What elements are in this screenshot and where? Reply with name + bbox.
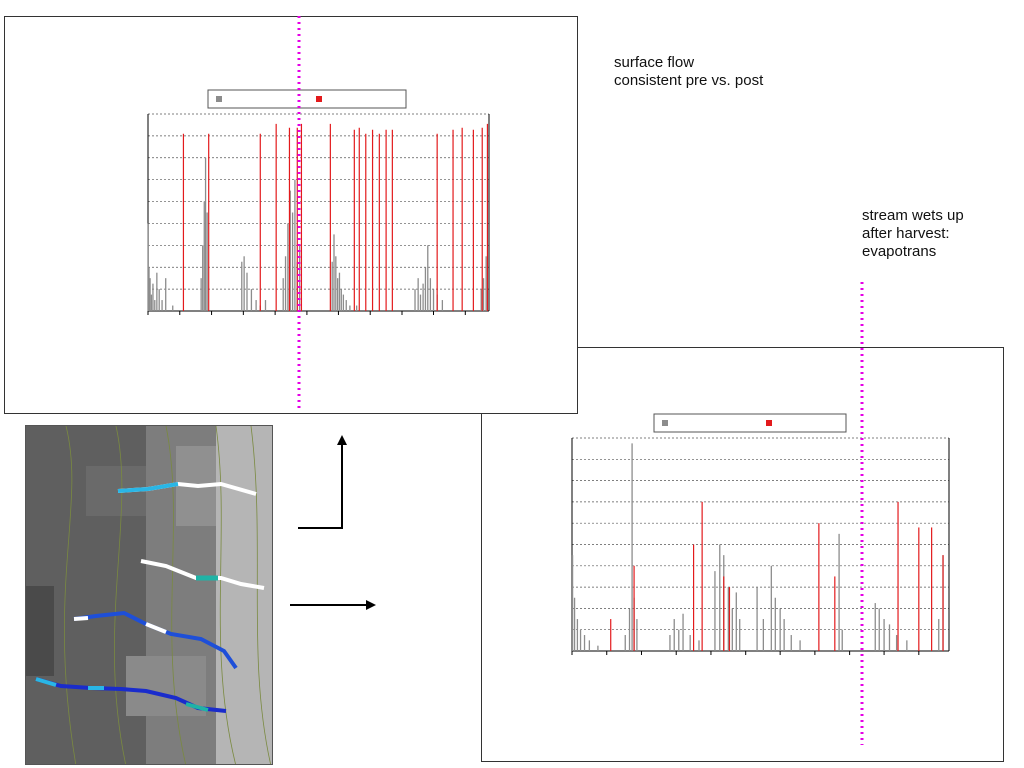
note-surface-flow: surface flow consistent pre vs. post <box>614 54 834 90</box>
contour-line-3 <box>165 426 186 764</box>
chart-stream-c-svg <box>147 89 490 315</box>
arrow-right-head <box>366 600 376 610</box>
contour-line-2 <box>114 426 127 764</box>
stream-1-blue <box>117 482 179 493</box>
chart-stream-b-svg <box>571 413 950 655</box>
legend-swatch-rain <box>216 96 222 102</box>
arrow-up-path <box>298 443 343 529</box>
terrain-stream-map <box>25 425 273 765</box>
contour-line-1 <box>64 426 77 764</box>
terrain-patch-1 <box>26 586 54 676</box>
stream-4-teal <box>185 702 209 712</box>
contour-line-4 <box>215 426 236 764</box>
note-stream-wets-line1: stream wets up <box>862 207 964 224</box>
note-stream-wets-up: stream wets up after harvest: evapotrans <box>862 207 1012 261</box>
chart-stream-c <box>4 16 578 414</box>
stream-3-white-1 <box>73 616 89 621</box>
terrain-light-zone <box>216 426 272 764</box>
note-surface-flow-line2: consistent pre vs. post <box>614 72 764 89</box>
contour-line-5 <box>250 426 271 764</box>
stream-3-white-2 <box>145 622 167 634</box>
legend-swatch-flow <box>766 420 772 426</box>
chart-stream-b <box>481 347 1004 762</box>
legend-box <box>207 89 407 109</box>
note-stream-wets-line3: evapotrans <box>862 243 937 260</box>
note-surface-flow-line1: surface flow <box>614 54 695 71</box>
arrow-up-head <box>337 435 347 445</box>
legend-swatch-rain <box>662 420 668 426</box>
stream-4-light-blue <box>35 677 57 687</box>
legend-swatch-flow <box>316 96 322 102</box>
legend-box <box>653 413 847 433</box>
terrain-map-svg <box>26 426 272 764</box>
flow-arrows <box>290 435 376 610</box>
note-stream-wets-line2: after harvest: <box>862 225 950 242</box>
